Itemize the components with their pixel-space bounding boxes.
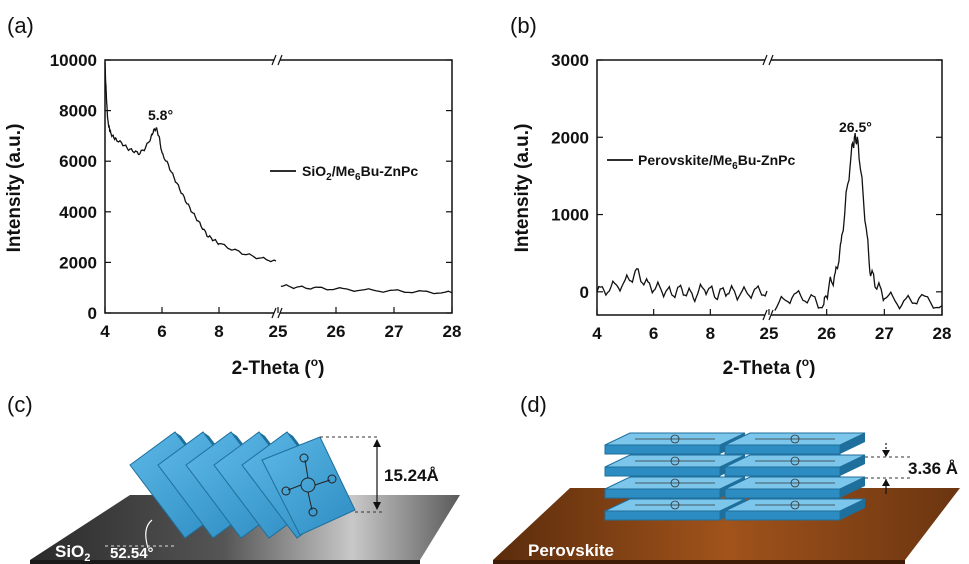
film-stack-right bbox=[724, 432, 866, 521]
film-tile-front bbox=[261, 436, 356, 536]
panel-label-c: (c) bbox=[7, 392, 33, 417]
film-layer bbox=[724, 432, 866, 455]
axis-break-mark bbox=[271, 307, 277, 319]
dimension-d: 3.36 Å bbox=[908, 459, 958, 478]
x-tick-label: 26 bbox=[817, 324, 836, 343]
axis-break-gap-top bbox=[765, 56, 771, 64]
y-tick-label: 3000 bbox=[551, 51, 589, 70]
y-tick-label: 0 bbox=[88, 304, 97, 323]
film-layer bbox=[604, 498, 746, 521]
substrate-label-c: SiO2 bbox=[55, 542, 90, 564]
axis-break-mark bbox=[277, 54, 283, 66]
angle-arc-icon bbox=[145, 519, 153, 549]
plot-frame bbox=[104, 59, 453, 314]
arrowhead-up-icon bbox=[882, 479, 890, 486]
panel-label-a: (a) bbox=[7, 13, 34, 38]
x-tick-label: 4 bbox=[592, 324, 602, 343]
tilted-films bbox=[129, 431, 356, 539]
y-tick-label: 2000 bbox=[59, 253, 97, 272]
molecule-core-icon bbox=[790, 456, 800, 466]
x-tick-label: 8 bbox=[214, 322, 223, 341]
axis-break-mark bbox=[271, 54, 277, 66]
legend-a: SiO2/Me6Bu-ZnPc bbox=[302, 163, 418, 183]
x-tick-label: 6 bbox=[649, 324, 658, 343]
y-tick-label: 1000 bbox=[551, 206, 589, 225]
axis-break-gap-bottom bbox=[765, 311, 771, 319]
molecule-core-icon bbox=[790, 500, 800, 510]
molecule-core-icon bbox=[670, 434, 680, 444]
dimension-c: 15.24Å bbox=[384, 466, 439, 485]
film-layer bbox=[724, 454, 866, 477]
y-tick-label: 8000 bbox=[59, 102, 97, 121]
x-tick-label: 25 bbox=[760, 324, 779, 343]
x-tick-label: 27 bbox=[385, 322, 404, 341]
y-tick-label: 0 bbox=[580, 283, 589, 302]
arrowhead-down-icon bbox=[882, 450, 890, 457]
molecule-core-icon bbox=[790, 434, 800, 444]
x-tick-label: 27 bbox=[875, 324, 894, 343]
chart-b: 0 1000 2000 3000 4 6 8 25 26 27 28 bbox=[551, 51, 951, 343]
xlabel-a: 2-Theta (o) bbox=[232, 355, 325, 379]
arrowhead-up-icon bbox=[373, 439, 381, 447]
axis-break-mark bbox=[762, 309, 768, 321]
ylabel-b: Intensity (a.u.) bbox=[512, 124, 533, 253]
molecule-core-icon bbox=[670, 456, 680, 466]
panel-label-d: (d) bbox=[520, 392, 547, 417]
y-tick-label: 2000 bbox=[551, 128, 589, 147]
axis-break-mark bbox=[768, 309, 774, 321]
film-layer bbox=[724, 498, 866, 521]
arrowhead-down-icon bbox=[373, 502, 381, 510]
series-line-segment-1 bbox=[774, 133, 943, 311]
perovskite-substrate-edge bbox=[493, 560, 905, 564]
substrate-label-d: Perovskite bbox=[528, 541, 614, 560]
x-tick-label: 28 bbox=[443, 322, 462, 341]
ylabel-a: Intensity (a.u.) bbox=[4, 124, 25, 253]
x-tick-label: 8 bbox=[706, 324, 715, 343]
x-tick-label: 4 bbox=[100, 322, 110, 341]
molecule-core-icon bbox=[790, 478, 800, 488]
x-tick-label: 26 bbox=[327, 322, 346, 341]
x-tick-label: 25 bbox=[269, 322, 288, 341]
axis-break-mark bbox=[768, 54, 774, 66]
xlabel-b: 2-Theta (o) bbox=[723, 355, 816, 379]
annotation-a: 5.8° bbox=[148, 107, 173, 123]
y-tick-label: 6000 bbox=[59, 152, 97, 171]
film-layer bbox=[724, 476, 866, 499]
axis-break-mark bbox=[277, 307, 283, 319]
panel-label-b: (b) bbox=[510, 13, 537, 38]
film-layer bbox=[604, 476, 746, 499]
molecule-core-icon bbox=[670, 500, 680, 510]
film-layer bbox=[604, 432, 746, 455]
sio2-substrate-edge bbox=[30, 560, 420, 564]
series-line-segment-0 bbox=[596, 268, 768, 304]
x-tick-label: 28 bbox=[933, 324, 952, 343]
molecule-core-icon bbox=[670, 478, 680, 488]
x-tick-label: 6 bbox=[157, 322, 166, 341]
y-tick-label: 10000 bbox=[50, 51, 97, 70]
film-stack-left bbox=[604, 432, 746, 521]
axis-break-mark bbox=[762, 54, 768, 66]
axis-break-gap-bottom bbox=[274, 309, 280, 317]
y-tick-label: 4000 bbox=[59, 203, 97, 222]
chart-a: 0 2000 4000 6000 8000 10000 4 6 8 25 26 27 28 bbox=[50, 51, 462, 341]
film-layer bbox=[604, 454, 746, 477]
zn-pc-molecule-icon bbox=[281, 453, 337, 517]
legend-b: Perovskite/Me6Bu-ZnPc bbox=[638, 152, 796, 172]
angle-label-c: 52.54° bbox=[110, 545, 154, 562]
plot-frame bbox=[596, 59, 943, 316]
series-line-segment-1 bbox=[280, 283, 453, 295]
series-line-segment-0 bbox=[104, 62, 277, 263]
annotation-b: 26.5° bbox=[839, 119, 872, 135]
axis-break-gap-top bbox=[274, 56, 280, 64]
